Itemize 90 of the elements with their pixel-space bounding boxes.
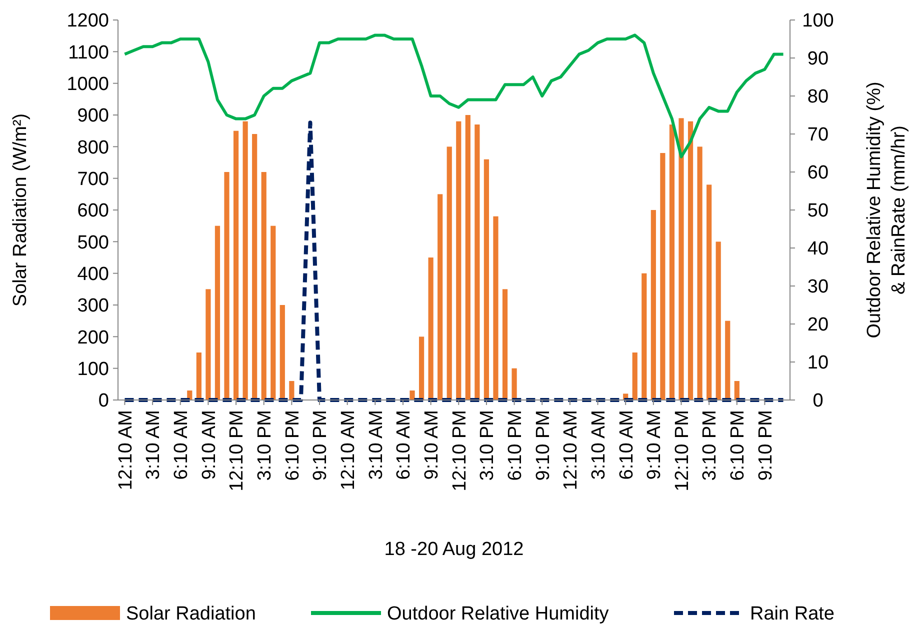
bar [196, 352, 202, 400]
y2-tick-label: 100 [802, 10, 834, 32]
x-tick-label: 12:10 PM [449, 410, 470, 492]
bar [734, 381, 740, 400]
y2-tick-label: 90 [807, 48, 829, 70]
y-tick-label: 100 [77, 358, 109, 380]
bar [512, 368, 517, 400]
y-tick-label: 1100 [68, 42, 109, 64]
y2-tick-label: 0 [812, 390, 824, 412]
bar [280, 305, 285, 400]
y2-tick-label: 10 [807, 352, 829, 374]
y2-axis-title: Outdoor Relative Humidity (%) & RainRate (mm/hr) [864, 82, 910, 338]
y-tick-label: 400 [77, 264, 109, 285]
bar [252, 134, 258, 400]
y-axis-title: Solar Radiation (W/m²) [10, 113, 31, 307]
x-tick-label: 9:10 PM [310, 410, 332, 481]
bar [688, 121, 694, 400]
bar [224, 172, 230, 400]
x-axis-title: 18 -20 Aug 2012 [384, 539, 524, 560]
y-tick-label: 900 [77, 106, 109, 127]
bar [206, 289, 211, 400]
legend-label: Solar Radiation [126, 604, 256, 625]
y-tick-label: 700 [77, 168, 109, 190]
x-tick-label: 3:10 PM [254, 410, 276, 481]
x-tick-label: 3:10 PM [700, 410, 721, 481]
bar [632, 352, 638, 400]
x-tick-label: 9:10 AM [644, 410, 666, 480]
bar [493, 216, 498, 400]
x-tick-label: 6:10 PM [728, 410, 749, 481]
legend-label: Outdoor Relative Humidity [387, 604, 610, 625]
x-tick-label: 9:10 AM [198, 410, 220, 480]
y2-tick-label: 80 [807, 86, 829, 108]
bar [233, 130, 239, 400]
y2-tick-label: 20 [807, 314, 829, 336]
x-tick-label: 9:10 PM [755, 410, 776, 481]
x-tick-label: 12:10 PM [226, 410, 248, 492]
x-tick-label: 12:10 AM [338, 410, 359, 490]
bar [678, 118, 684, 400]
bar [502, 289, 508, 400]
bar [214, 226, 220, 400]
bar [242, 121, 248, 400]
x-tick-label: 12:10 PM [672, 410, 693, 492]
bar [642, 273, 647, 400]
y2-tick-label: 70 [807, 124, 829, 146]
y2-tick-label: 60 [807, 162, 829, 184]
bar [706, 184, 712, 400]
bar [484, 159, 490, 400]
bar [270, 226, 276, 400]
x-tick-label: 12:10 AM [115, 410, 136, 490]
bar [650, 210, 656, 400]
y-tick-label: 500 [77, 232, 109, 254]
bar [410, 390, 415, 400]
y-tick-label: 300 [77, 296, 109, 317]
x-tick-label: 3:10 AM [143, 410, 164, 480]
y-tick-label: 1000 [66, 74, 109, 95]
bar [289, 381, 294, 400]
bar [660, 153, 666, 400]
bar [428, 258, 434, 400]
x-tick-label: 6:10 PM [282, 410, 304, 481]
x-tick-label: 3:10 AM [366, 410, 387, 480]
y2-tick-label: 40 [807, 238, 829, 260]
y-tick-label: 1200 [66, 10, 109, 32]
y-tick-label: 0 [98, 390, 109, 412]
x-tick-label: 9:10 PM [532, 410, 554, 481]
bar [716, 242, 721, 400]
y-tick-label: 800 [77, 137, 109, 158]
x-tick-label: 9:10 AM [421, 410, 442, 480]
x-tick-label: 6:10 AM [171, 410, 192, 480]
bar [261, 172, 266, 400]
legend-label: Rain Rate [750, 604, 834, 625]
x-tick-label: 3:10 PM [477, 410, 498, 481]
bar [465, 115, 470, 400]
bar [474, 124, 480, 400]
bar [456, 121, 462, 400]
y2-tick-label: 30 [807, 276, 829, 298]
y-tick-label: 200 [77, 327, 109, 348]
bar [669, 124, 675, 400]
bar [697, 146, 702, 400]
x-tick-label: 6:10 AM [616, 410, 638, 480]
x-tick-label: 6:10 PM [504, 410, 526, 481]
x-tick-label: 12:10 AM [560, 410, 582, 490]
line-series [123, 34, 785, 158]
y-tick-label: 600 [77, 200, 109, 222]
x-tick-label: 3:10 AM [588, 410, 610, 480]
bar [418, 336, 424, 400]
y2-tick-label: 50 [807, 200, 829, 222]
bar [438, 194, 443, 400]
x-tick-label: 6:10 AM [394, 410, 415, 480]
bar [446, 146, 452, 400]
bar [725, 320, 730, 400]
